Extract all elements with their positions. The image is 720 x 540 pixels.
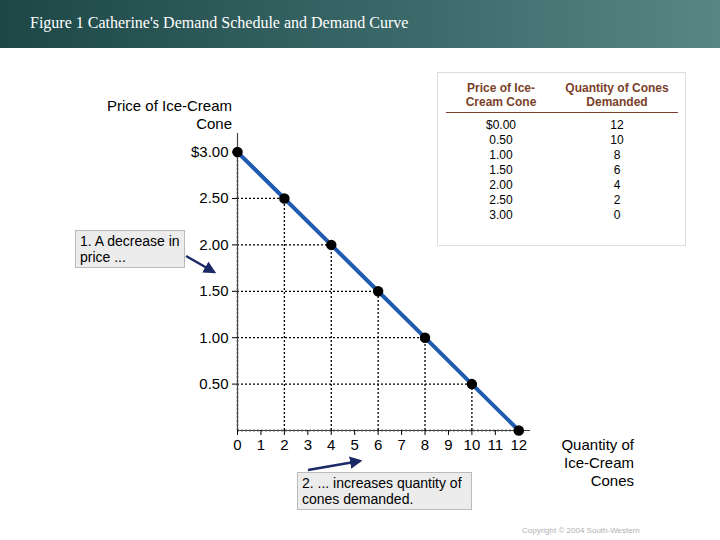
svg-text:11: 11 xyxy=(488,436,504,453)
html-text:6: 6 xyxy=(613,163,621,177)
svg-text:1.50: 1.50 xyxy=(199,282,228,299)
html-text:Quantity of Ice-Cream Cones: Quantity of Ice-Cream Cones xyxy=(561,436,634,489)
html-text:3.00: 3.00 xyxy=(489,208,513,222)
svg-text:0: 0 xyxy=(233,436,241,453)
html-text:Price of Ice-Cream Cone: Price of Ice-Cream Cone xyxy=(465,81,537,109)
html-text:10: 10 xyxy=(610,133,624,147)
html-text:1. A decrease in price ...: 1. A decrease in price ... xyxy=(80,233,180,265)
html-text:0: 0 xyxy=(613,208,621,222)
html-text:1.50: 1.50 xyxy=(489,163,513,177)
html-text:2. ... increases quantity of c: 2. ... increases quantity of cones deman… xyxy=(302,475,462,507)
html-text:8: 8 xyxy=(613,148,621,162)
html-text:12: 12 xyxy=(610,118,624,132)
html-text:2: 2 xyxy=(613,193,621,207)
html-text:Copyright © 2004 South-Western: Copyright © 2004 South-Western xyxy=(522,526,640,535)
svg-text:0.50: 0.50 xyxy=(199,375,228,392)
svg-text:4: 4 xyxy=(327,436,335,453)
svg-text:2.50: 2.50 xyxy=(199,189,228,206)
html-text:Figure 1 Catherine's Demand Sc: Figure 1 Catherine's Demand Schedule and… xyxy=(30,14,409,31)
html-text:$0.00: $0.00 xyxy=(486,118,516,132)
html-text:Price of Ice-Cream Cone: Price of Ice-Cream Cone xyxy=(107,97,232,132)
svg-text:8: 8 xyxy=(421,436,429,453)
svg-text:1: 1 xyxy=(257,436,265,453)
html-text:1.00: 1.00 xyxy=(489,148,513,162)
svg-text:5: 5 xyxy=(351,436,359,453)
svg-text:7: 7 xyxy=(397,436,405,453)
svg-text:3: 3 xyxy=(304,436,312,453)
svg-text:1.00: 1.00 xyxy=(199,328,228,345)
svg-text:2.00: 2.00 xyxy=(199,236,228,253)
svg-text:9: 9 xyxy=(444,436,452,453)
html-text:0.50: 0.50 xyxy=(489,133,513,147)
svg-text:12: 12 xyxy=(510,436,527,453)
html-text:2.00: 2.00 xyxy=(489,178,513,192)
html-text:4: 4 xyxy=(613,178,621,192)
svg-text:6: 6 xyxy=(374,436,382,453)
svg-text:$3.00: $3.00 xyxy=(191,143,229,160)
svg-text:10: 10 xyxy=(464,436,481,453)
svg-text:2: 2 xyxy=(280,436,288,453)
html-text:Quantity of Cones Demanded: Quantity of Cones Demanded xyxy=(565,81,669,109)
html-text:2.50: 2.50 xyxy=(489,193,513,207)
